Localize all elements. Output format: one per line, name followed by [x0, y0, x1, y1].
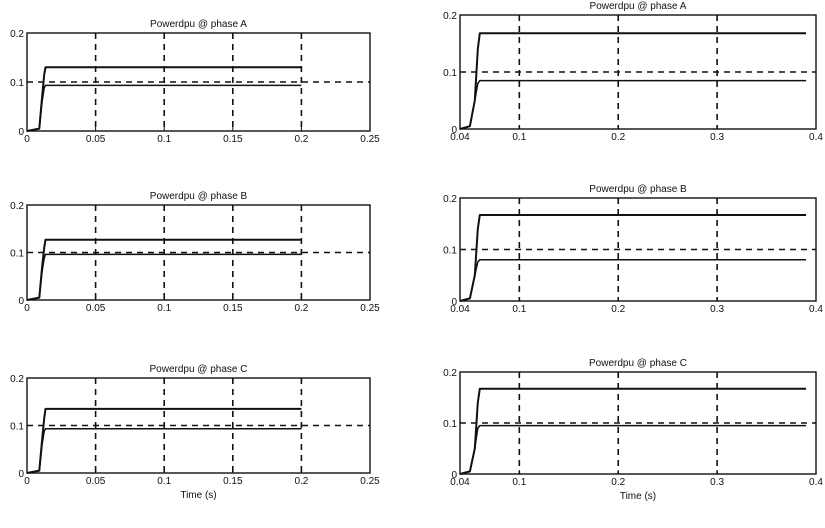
y-tick-label: 0.2 [10, 374, 24, 385]
x-tick-label: 0.2 [294, 134, 308, 145]
y-tick-label: 0.1 [10, 422, 24, 433]
series-line-2 [26, 84, 302, 132]
series-line-2 [459, 259, 807, 302]
x-tick-label: 0.1 [512, 132, 526, 143]
chart-title: Powerdpu @ phase B [150, 191, 248, 202]
x-tick-label: 0 [24, 134, 30, 145]
y-tick-label: 0.2 [10, 201, 24, 212]
x-tick-label: 0.1 [512, 304, 526, 315]
y-tick-label: 0 [451, 125, 457, 136]
series-line-2 [459, 79, 807, 130]
y-tick-label: 0.1 [10, 249, 24, 260]
x-tick-label: 0.15 [223, 134, 243, 145]
series-line-2 [459, 424, 807, 475]
x-tick-label: 0.15 [223, 476, 243, 487]
x-tick-label: 0.25 [360, 476, 380, 487]
chart-panel-2: 0 0.05 0.1 0.15 0.2 0.25 0 0.1 0.2 Powerdpu @ pha… [10, 191, 380, 314]
x-tick-label: 0.05 [86, 303, 106, 314]
chart-panel-6: 0.04 0.1 0.2 0.3 0.4 0 0.1 0.2 Powerdpu @ phase … [443, 358, 823, 502]
chart-title: Powerdpu @ phase A [150, 19, 247, 30]
series-line-1 [459, 214, 807, 302]
x-tick-label: 0 [24, 476, 30, 487]
y-tick-label: 0 [18, 127, 24, 138]
series-line-1 [26, 238, 302, 301]
x-tick-label: 0.15 [223, 303, 243, 314]
x-tick-label: 0.2 [294, 476, 308, 487]
x-tick-label: 0.3 [710, 477, 724, 488]
chart-title: Powerdpu @ phase C [150, 364, 248, 375]
x-tick-label: 0.4 [809, 132, 823, 143]
x-tick-label: 0.1 [157, 134, 171, 145]
chart-panel-4: 0.04 0.1 0.2 0.3 0.4 0 0.1 0.2 Powerdpu @ phase … [443, 1, 823, 143]
x-tick-label: 0.4 [809, 477, 823, 488]
chart-title: Powerdpu @ phase A [590, 1, 687, 12]
x-tick-label: 0.1 [157, 476, 171, 487]
y-tick-label: 0.1 [443, 68, 457, 79]
x-axis-label: Time (s) [180, 490, 216, 501]
series-line-1 [459, 387, 807, 475]
x-tick-label: 0.1 [157, 303, 171, 314]
series-line-1 [26, 407, 302, 474]
chart-panel-3: 0 0.05 0.1 0.15 0.2 0.25 0 0.1 0.2 Powerdpu @ pha… [10, 364, 380, 501]
y-tick-label: 0.2 [10, 29, 24, 40]
y-tick-label: 0.1 [443, 419, 457, 430]
y-tick-label: 0.2 [443, 11, 457, 22]
x-tick-label: 0.05 [86, 476, 106, 487]
chart-title: Powerdpu @ phase C [589, 358, 687, 369]
chart-panel-5: 0.04 0.1 0.2 0.3 0.4 0 0.1 0.2 Powerdpu @ phase … [443, 184, 823, 315]
series-line-2 [26, 428, 302, 474]
y-tick-label: 0 [18, 469, 24, 480]
x-tick-label: 0.4 [809, 304, 823, 315]
x-tick-label: 0.25 [360, 134, 380, 145]
x-tick-label: 0.05 [86, 134, 106, 145]
y-tick-label: 0 [451, 470, 457, 481]
x-tick-label: 0.2 [294, 303, 308, 314]
x-tick-label: 0.2 [611, 304, 625, 315]
chart-panel-1: 0 0.05 0.1 0.15 0.2 0.25 0 0.1 0.2 Powerdpu @ pha… [10, 19, 380, 145]
x-tick-label: 0.04 [450, 132, 470, 143]
x-tick-label: 0.3 [710, 304, 724, 315]
x-tick-label: 0.1 [512, 477, 526, 488]
x-tick-label: 0.2 [611, 132, 625, 143]
x-tick-label: 0.2 [611, 477, 625, 488]
y-tick-label: 0 [451, 297, 457, 308]
y-tick-label: 0.1 [10, 78, 24, 89]
y-tick-label: 0.2 [443, 368, 457, 379]
y-tick-label: 0.1 [443, 246, 457, 257]
x-axis-label: Time (s) [620, 491, 656, 502]
x-tick-label: 0 [24, 303, 30, 314]
x-tick-label: 0.04 [450, 304, 470, 315]
x-tick-label: 0.25 [360, 303, 380, 314]
chart-title: Powerdpu @ phase B [589, 184, 687, 195]
x-tick-label: 0.04 [450, 477, 470, 488]
y-tick-label: 0.2 [443, 194, 457, 205]
y-tick-label: 0 [18, 296, 24, 307]
series-line-2 [26, 253, 302, 301]
x-tick-label: 0.3 [710, 132, 724, 143]
